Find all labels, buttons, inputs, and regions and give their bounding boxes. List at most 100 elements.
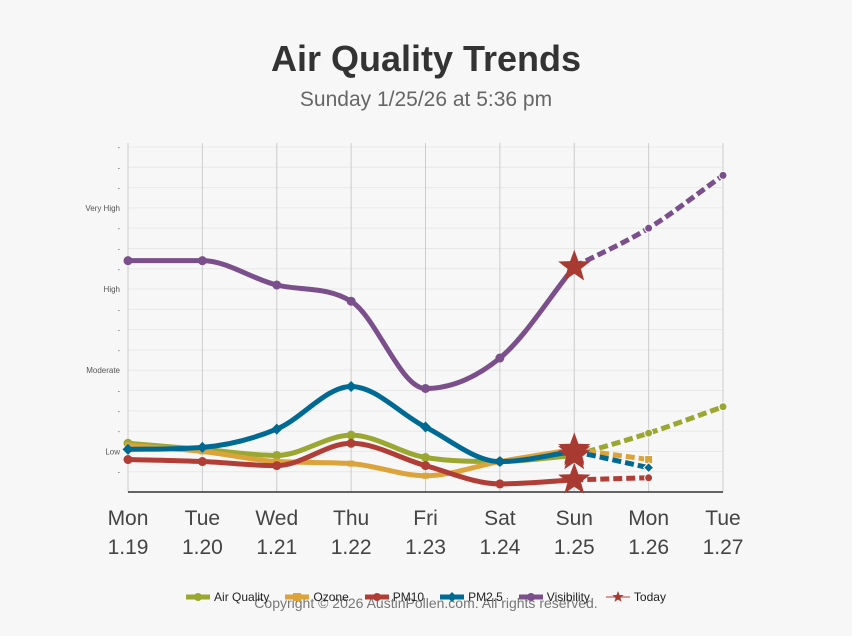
today-star-visibility [558, 249, 591, 281]
chart-plot: - Low - - - Moderate - - - High - - - Very High - - - Mo… [85, 143, 744, 559]
point-air-quality [421, 453, 430, 462]
y-minor-tick: - [118, 267, 121, 274]
x-tick-date: 1.23 [405, 536, 446, 559]
legend-swatch-icon [285, 593, 310, 601]
x-tick-day: Sat [484, 507, 516, 530]
point-pm2-5 [196, 441, 208, 453]
legend-swatch-icon [186, 593, 211, 601]
x-tick-day: Mon [108, 507, 149, 530]
x-tick-day: Sun [556, 507, 593, 530]
y-tick-label: Moderate [86, 366, 120, 375]
circle-icon [194, 593, 203, 601]
point-visibility [421, 384, 430, 393]
legend-label: Ozone [313, 590, 349, 604]
legend-item-ozone[interactable]: Ozone [285, 590, 349, 604]
y-minor-tick: - [118, 186, 121, 193]
y-minor-tick: - [118, 145, 121, 152]
chart-subtitle: Sunday 1/25/26 at 5:36 pm [299, 88, 553, 111]
point-visibility [197, 256, 207, 266]
point-pm10 [123, 455, 133, 465]
y-minor-tick: - [118, 165, 121, 172]
legend-label: PM10 [392, 590, 425, 604]
point-visibility [346, 296, 356, 306]
x-tick-date: 1.22 [331, 536, 372, 559]
x-tick-day: Mon [628, 507, 669, 530]
y-tick-label: Low [105, 447, 120, 456]
x-axis: Mon 1.19 Tue 1.20 Wed 1.21 Thu 1.22 Fri 1.23 Sat 1.… [108, 491, 744, 559]
grid [127, 143, 724, 492]
today-star-pm10 [558, 462, 591, 494]
x-tick-day: Wed [255, 507, 298, 530]
point-visibility [123, 256, 133, 266]
legend-swatch-icon [364, 593, 389, 601]
point-pm10 [495, 479, 505, 489]
point-pm2-5 [345, 380, 357, 392]
legend-item-visibility[interactable]: Visibility [518, 590, 590, 604]
y-minor-tick: - [118, 429, 121, 436]
y-tick-label: High [104, 285, 120, 294]
legend-swatch-icon [440, 592, 465, 602]
x-tick-date: 1.25 [554, 536, 595, 559]
x-tick-date: 1.27 [703, 536, 744, 559]
point-ozone [422, 472, 429, 479]
point-visibility [495, 353, 505, 363]
legend-swatch-icon [518, 593, 543, 601]
copyright-text: Copyright © 2026 AustinPollen.com. All r… [254, 595, 598, 611]
legend-label: Visibility [546, 590, 590, 604]
y-minor-tick: - [118, 307, 121, 314]
y-minor-tick: - [118, 348, 121, 355]
point-pm2-5-forecast [642, 461, 655, 474]
y-minor-tick: - [118, 409, 121, 416]
star-icon [612, 591, 624, 602]
legend-item-air-quality[interactable]: Air Quality [186, 590, 269, 604]
y-minor-tick: - [118, 389, 121, 396]
y-axis: - Low - - - Moderate - - - High - - - Very High - - - [85, 145, 120, 477]
y-minor-tick: - [118, 328, 121, 335]
y-minor-tick: - [118, 470, 121, 477]
x-tick-date: 1.26 [628, 536, 669, 559]
point-pm2-5 [271, 423, 283, 435]
x-tick-date: 1.21 [256, 536, 297, 559]
y-minor-tick: - [118, 246, 121, 253]
today-star-pm2-5 [558, 434, 591, 466]
point-pm2-5 [420, 421, 431, 433]
legend-label: Air Quality [214, 590, 270, 604]
point-pm10-forecast [644, 473, 654, 483]
legend-item-today[interactable]: Today [605, 590, 666, 604]
point-visibility-forecast [718, 170, 728, 180]
y-tick-label: Very High [85, 204, 120, 213]
circle-icon [372, 593, 381, 601]
point-pm2-5 [122, 443, 134, 455]
x-tick-day: Tue [705, 507, 740, 530]
legend-label: PM2.5 [468, 590, 503, 604]
point-air-quality-forecast [644, 428, 654, 438]
legend-label: Today [633, 590, 666, 604]
point-pm2-5 [494, 456, 506, 468]
x-tick-date: 1.24 [479, 536, 520, 559]
point-visibility [272, 280, 282, 290]
x-tick-day: Thu [333, 507, 369, 530]
y-minor-tick: - [118, 226, 121, 233]
diamond-icon [447, 592, 458, 602]
x-tick-date: 1.20 [182, 536, 223, 559]
legend-item-pm10[interactable]: PM10 [364, 590, 425, 604]
point-pm10 [272, 461, 282, 471]
series-visibility [123, 170, 728, 393]
legend: Air Quality Ozone PM10 PM2.5 Visibility Today [0, 588, 852, 606]
point-pm10 [421, 461, 430, 471]
x-tick-day: Tue [185, 507, 220, 530]
x-tick-date: 1.19 [108, 536, 149, 559]
point-ozone [348, 460, 355, 467]
point-air-quality-forecast [718, 402, 728, 412]
legend-swatch-icon [605, 591, 630, 602]
point-air-quality [346, 430, 356, 440]
point-air-quality [272, 450, 282, 460]
circle-icon [526, 593, 535, 601]
square-icon [293, 593, 302, 601]
legend-item-pm2-5[interactable]: PM2.5 [440, 590, 503, 604]
line-air-quality-forecast [573, 404, 724, 458]
point-visibility-forecast [644, 223, 654, 233]
x-tick-day: Fri [413, 507, 438, 530]
chart-title: Air Quality Trends [270, 38, 582, 79]
today-markers [558, 249, 591, 494]
